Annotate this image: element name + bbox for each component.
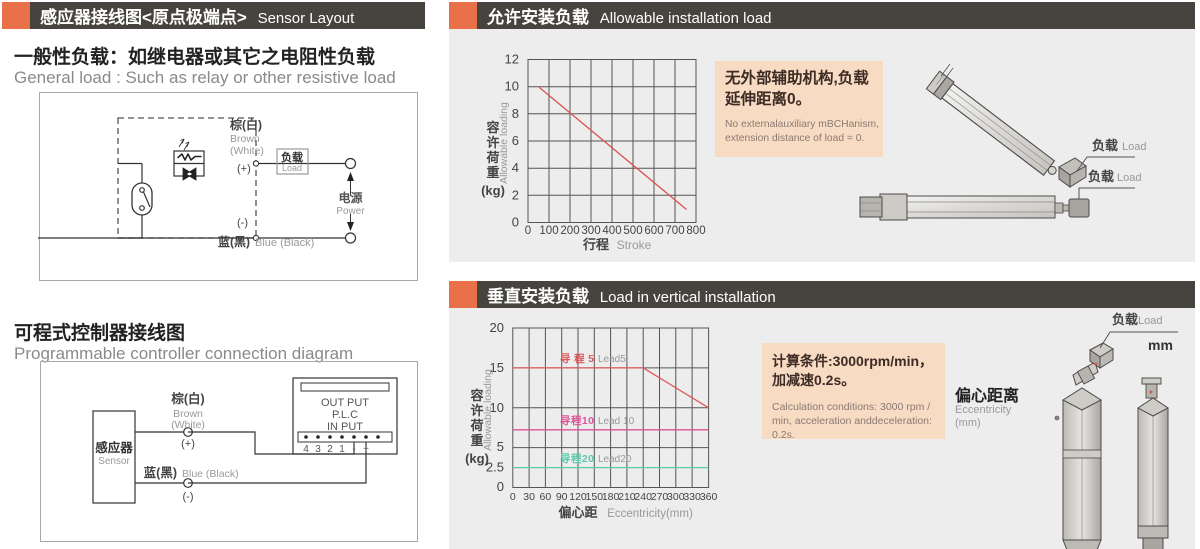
- svg-text:负载: 负载: [1112, 312, 1138, 327]
- svg-text:Load: Load: [1138, 315, 1162, 327]
- svg-text:mm: mm: [1148, 337, 1173, 353]
